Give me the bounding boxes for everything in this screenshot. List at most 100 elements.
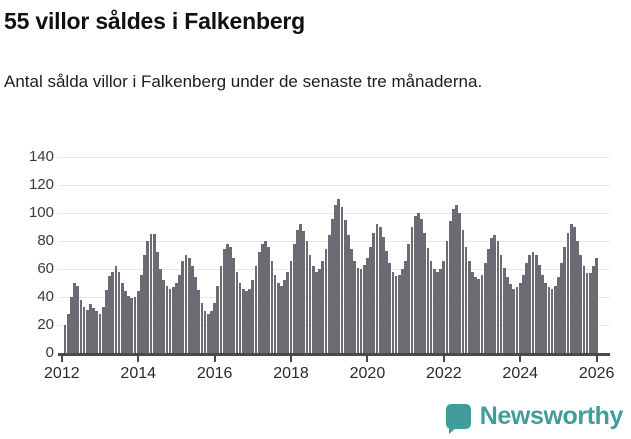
bar xyxy=(544,283,548,353)
bar xyxy=(407,243,411,353)
x-axis-line xyxy=(58,353,610,356)
x-axis-tick-label: 2014 xyxy=(120,365,157,382)
bar xyxy=(108,276,111,353)
bar xyxy=(350,249,353,353)
bar xyxy=(512,288,516,353)
bar xyxy=(490,238,493,353)
bar xyxy=(585,273,589,353)
bar xyxy=(321,260,325,353)
bar xyxy=(413,215,417,353)
bar xyxy=(359,269,363,353)
bar xyxy=(448,221,452,353)
bar xyxy=(439,269,442,353)
gridline xyxy=(58,185,610,186)
y-axis-tick-label: 0 xyxy=(45,344,54,361)
bar xyxy=(318,269,322,353)
bar xyxy=(522,274,525,353)
brand-name: Newsworthy xyxy=(479,402,624,430)
bar xyxy=(375,224,379,353)
bar xyxy=(410,227,414,353)
bar xyxy=(553,285,557,353)
plot-area xyxy=(58,157,610,353)
bar xyxy=(471,271,474,353)
bar xyxy=(101,306,105,353)
bar xyxy=(238,283,242,353)
bar xyxy=(302,231,306,353)
bar xyxy=(518,283,522,353)
bar xyxy=(331,218,334,353)
bar xyxy=(385,250,388,353)
bar xyxy=(483,263,487,353)
x-axis-tick-mark xyxy=(60,353,63,362)
bar xyxy=(394,276,398,353)
bar xyxy=(114,266,118,353)
x-axis-tick-mark xyxy=(137,353,140,362)
bar xyxy=(120,283,124,353)
bar xyxy=(127,295,131,353)
bar xyxy=(315,271,318,353)
bar xyxy=(445,241,449,353)
y-axis-tick-label: 20 xyxy=(37,316,54,333)
bar xyxy=(187,257,191,353)
bar xyxy=(502,267,506,353)
bar xyxy=(235,271,239,353)
bar xyxy=(66,313,70,353)
bar xyxy=(92,308,96,353)
bar xyxy=(89,304,92,353)
x-axis-tick-label: 2022 xyxy=(426,365,462,382)
bar-chart: 0 20 40 60 80 100 120 140 2012 2014 2016 2018 2020 2… xyxy=(0,145,631,395)
y-axis-labels: 0 20 40 60 80 100 120 140 xyxy=(0,149,54,360)
bar xyxy=(547,287,551,353)
x-axis-tick-mark xyxy=(595,353,598,362)
bar xyxy=(82,306,86,353)
bar xyxy=(155,252,159,353)
bar xyxy=(276,283,280,353)
bar xyxy=(534,255,538,353)
bar xyxy=(343,220,347,353)
bar xyxy=(245,291,248,353)
bar xyxy=(162,280,166,353)
y-axis-tick-label: 60 xyxy=(37,260,54,277)
bar xyxy=(356,267,360,353)
bar xyxy=(79,299,83,353)
gridline xyxy=(58,241,610,242)
bar xyxy=(264,241,267,353)
bar xyxy=(76,285,80,353)
page-title: 55 villor såldes i Falkenberg xyxy=(4,8,306,34)
bar xyxy=(229,246,232,353)
bar xyxy=(194,277,197,353)
bar xyxy=(378,227,382,353)
bar xyxy=(442,260,446,353)
bar xyxy=(152,234,156,353)
y-axis-tick-label: 100 xyxy=(28,204,54,221)
x-axis-tick-label: 2020 xyxy=(349,365,386,382)
bar xyxy=(340,207,344,353)
bar xyxy=(232,257,236,353)
bar xyxy=(461,229,465,353)
bar xyxy=(324,249,328,353)
bar xyxy=(63,325,67,353)
bar xyxy=(557,277,560,353)
bar xyxy=(308,255,312,353)
gridline xyxy=(58,269,610,270)
bar xyxy=(219,266,223,353)
bar xyxy=(381,236,385,353)
bar xyxy=(506,277,509,353)
x-axis-tick-label: 2026 xyxy=(578,365,615,382)
bar xyxy=(436,271,439,353)
gridline xyxy=(58,325,610,326)
bar xyxy=(73,283,76,353)
x-axis-tick-mark xyxy=(213,353,216,362)
x-axis-tick-mark xyxy=(290,353,293,362)
bar xyxy=(423,232,427,353)
bar xyxy=(292,243,296,353)
bar xyxy=(582,266,586,353)
x-axis-tick-mark xyxy=(519,353,522,362)
bar xyxy=(171,287,175,353)
y-axis-tick-label: 80 xyxy=(37,232,54,249)
bar xyxy=(98,313,102,353)
bar xyxy=(311,266,315,353)
bar xyxy=(289,260,293,353)
x-axis-tick-label: 2018 xyxy=(273,365,309,382)
bar xyxy=(296,229,299,353)
